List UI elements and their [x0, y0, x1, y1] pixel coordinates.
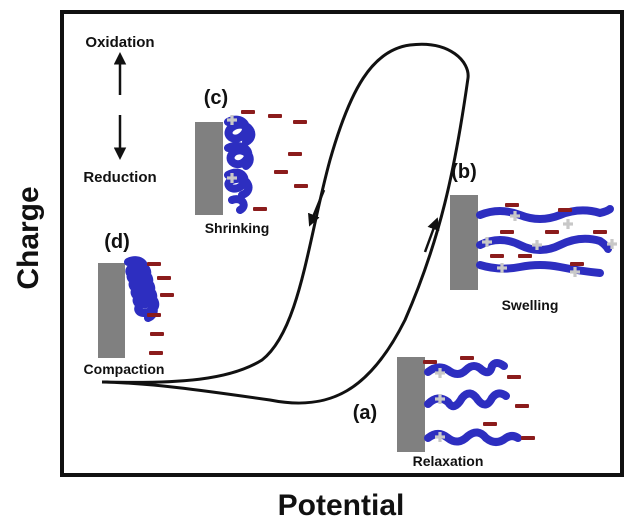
state-c-shrinking: (c) Shrinking [195, 87, 308, 236]
polymer-coil-c [224, 115, 256, 214]
state-c-label: Shrinking [205, 220, 270, 236]
state-d-label: Compaction [84, 361, 165, 377]
state-b-label: Swelling [502, 297, 559, 313]
anion-c-6 [294, 184, 308, 188]
plot-frame [60, 10, 624, 477]
anion-c-5 [274, 170, 288, 174]
polymer-chain-a-1 [424, 359, 508, 378]
electrode-b [450, 195, 478, 290]
state-d-compaction: (d) Compaction [84, 231, 174, 377]
polymer-chain-a-3 [424, 428, 522, 446]
anion-b-2 [558, 208, 572, 212]
anion-a-1 [423, 360, 437, 364]
polymer-coil-d [124, 256, 160, 322]
anion-b-7 [518, 254, 532, 258]
anion-c-1 [241, 110, 255, 114]
state-a-label: Relaxation [413, 453, 484, 469]
electrode-c [195, 122, 223, 215]
reduction-label: Reduction [83, 169, 156, 186]
state-a-tag: (a) [353, 402, 377, 424]
oxidation-direction-arrow [423, 217, 440, 253]
polymer-chain-b-2 [476, 234, 612, 254]
anion-d-1 [147, 262, 161, 266]
state-b-swelling: (b) Swelling [450, 161, 617, 313]
cation-b-2 [563, 219, 573, 229]
x-axis-label: Potential [278, 489, 405, 522]
anion-c-7 [253, 207, 267, 211]
anion-d-4 [147, 313, 161, 317]
anion-c-2 [268, 114, 282, 118]
polymer-chain-b-1 [476, 205, 614, 223]
state-d-tag: (d) [104, 231, 130, 253]
reduction-direction-arrow [308, 189, 326, 227]
electrode-d [98, 263, 125, 358]
state-a-relaxation: (a) Relaxation [353, 356, 535, 469]
anion-a-6 [521, 436, 535, 440]
charge-potential-curve [101, 42, 470, 405]
anion-d-5 [150, 332, 164, 336]
oxidation-label: Oxidation [85, 34, 154, 51]
anion-d-3 [160, 293, 174, 297]
polymer-chain-a-2 [424, 389, 510, 411]
anion-c-4 [288, 152, 302, 156]
anion-a-3 [507, 375, 521, 379]
state-c-tag: (c) [204, 87, 228, 109]
anion-a-4 [515, 404, 529, 408]
anion-d-6 [149, 351, 163, 355]
state-b-tag: (b) [451, 161, 477, 183]
anion-a-5 [483, 422, 497, 426]
anion-b-6 [490, 254, 504, 258]
electrode-a [397, 357, 425, 452]
anion-b-4 [545, 230, 559, 234]
anion-d-2 [157, 276, 171, 280]
anion-b-8 [570, 262, 584, 266]
anion-c-3 [293, 120, 307, 124]
anion-a-2 [460, 356, 474, 360]
anion-b-1 [505, 203, 519, 207]
y-axis-label: Charge [12, 186, 45, 289]
anion-b-5 [593, 230, 607, 234]
anion-b-3 [500, 230, 514, 234]
